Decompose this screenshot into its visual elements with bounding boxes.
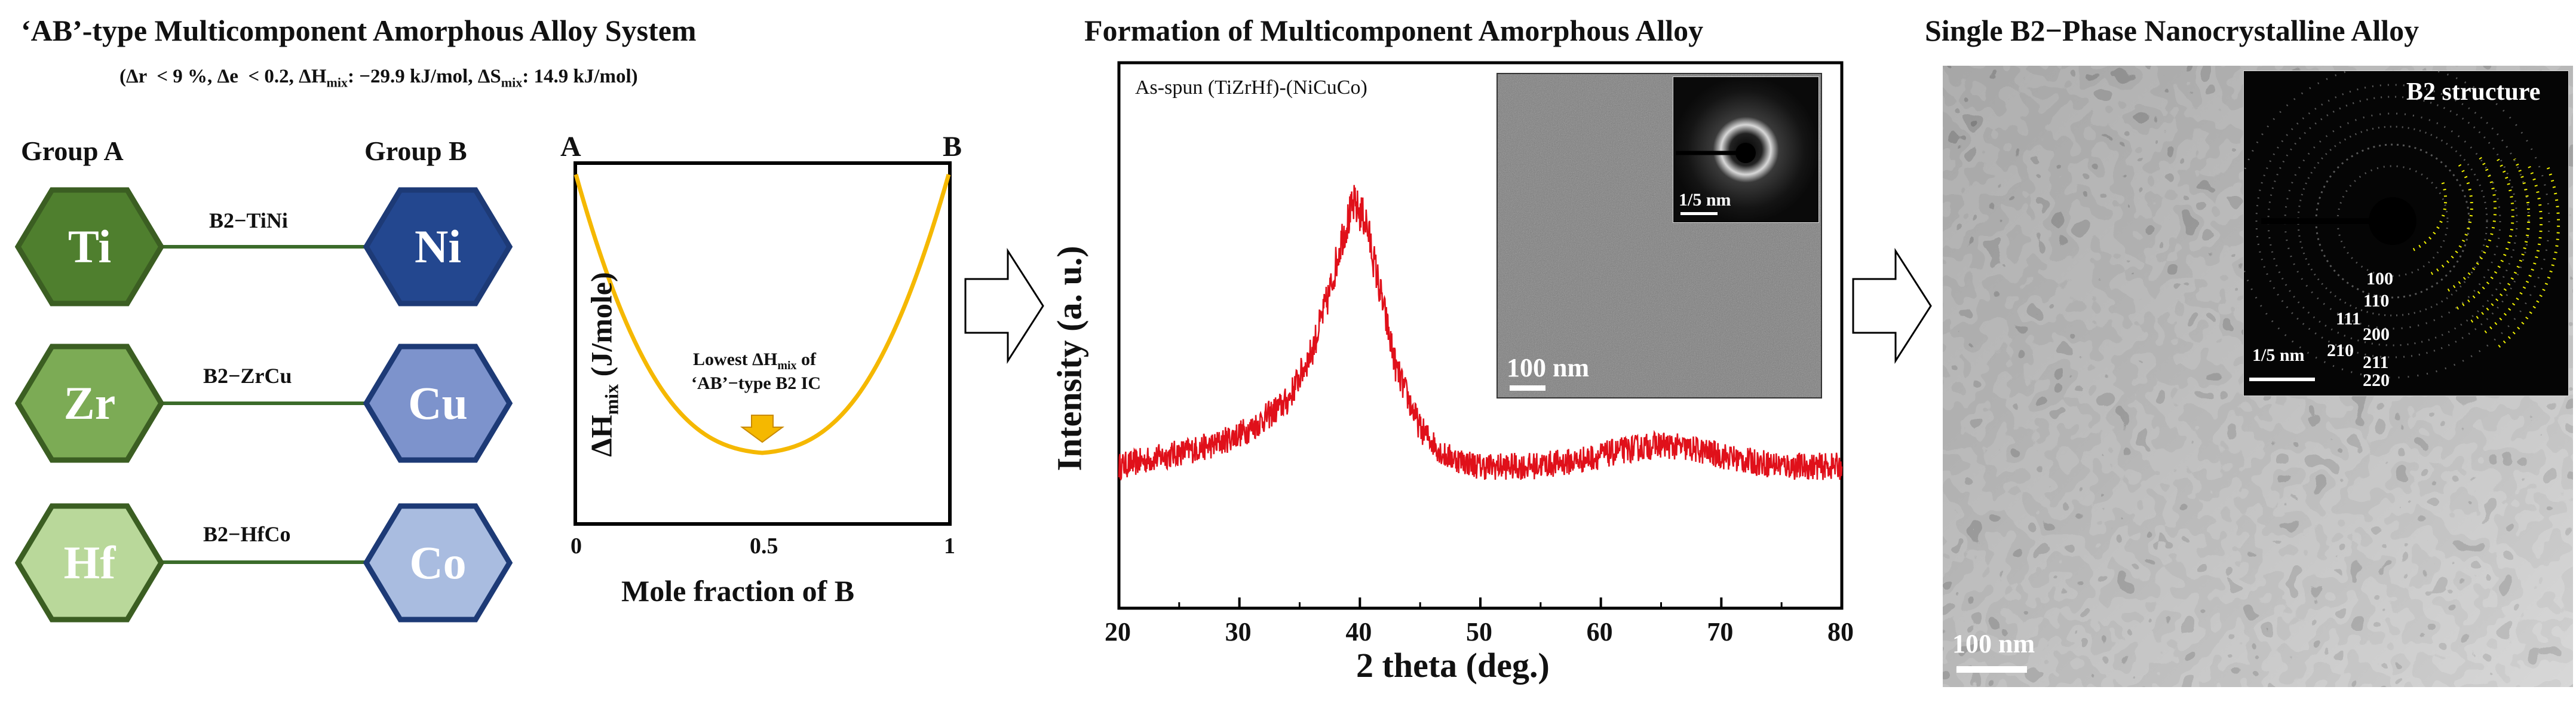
panel1-title: ‘AB’-type Multicomponent Amorphous Alloy… <box>21 14 697 47</box>
panel3-title: Formation of Multicomponent Amorphous Al… <box>1084 14 1704 47</box>
saed-amorphous-scale-label: 1/5 nm <box>1679 190 1731 210</box>
saed-beam-stop <box>1735 143 1756 163</box>
tem-nanocrystalline-scale-label: 100 nm <box>1952 629 2035 658</box>
saed-b2-scale-label: 1/5 nm <box>2252 345 2305 365</box>
xrd-x-tick-label-20: 20 <box>1105 617 1131 646</box>
ring-index-110: 110 <box>2363 291 2390 311</box>
min-annotation-line2: ‘AB’−type B2 IC <box>691 373 821 393</box>
xrd-x-tick-label-30: 30 <box>1225 617 1252 646</box>
saed-b2-title: B2 structure <box>2406 78 2541 106</box>
saed-b2-scale-bar <box>2249 378 2315 381</box>
corner-b-label: B <box>943 131 962 163</box>
tem-nanocrystalline-scale-bar <box>1956 666 2027 673</box>
process-arrow-1 <box>964 247 1044 364</box>
saed-b2-beam-stop <box>2369 197 2416 245</box>
xrd-xlabel: 2 theta (deg.) <box>1356 646 1550 685</box>
enthalpy-xlabel: Mole fraction of B <box>621 574 855 608</box>
xrd-x-tick-label-50: 50 <box>1466 617 1492 646</box>
bond-line-tini <box>161 245 364 249</box>
enthalpy-plot-frame <box>574 161 952 526</box>
bond-label-zrcu: B2−ZrCu <box>203 364 292 388</box>
bond-line-zrcu <box>161 401 364 405</box>
xrd-pattern-line <box>1118 185 1843 481</box>
xrd-x-tick-label-80: 80 <box>1827 617 1854 646</box>
saed-amorphous-scale-bar <box>1680 212 1718 215</box>
bond-line-hfco <box>161 560 364 564</box>
element-ni-symbol: Ni <box>415 220 461 272</box>
enthalpy-plot <box>574 161 952 526</box>
xrd-x-tick-label-60: 60 <box>1586 617 1613 646</box>
xrd-ylabel: Intensity (a. u.) <box>1050 246 1089 471</box>
bond-label-hfco: B2−HfCo <box>203 522 291 546</box>
element-cu-hexagon: Cu <box>363 344 513 463</box>
element-co-symbol: Co <box>409 537 467 588</box>
process-arrow-2 <box>1852 247 1932 364</box>
ring-index-210: 210 <box>2327 341 2354 360</box>
enthalpy-ylabel: ΔHmix (J/mole) <box>584 272 622 457</box>
element-ni-hexagon: Ni <box>363 187 513 306</box>
minimum-arrow <box>740 415 785 443</box>
panel1-subtitle: (Δr < 9 %, Δe < 0.2, ΔHmix: −29.9 kJ/mol… <box>119 66 638 90</box>
group-b-label: Group B <box>364 136 467 166</box>
element-zr-symbol: Zr <box>63 377 116 429</box>
element-cu-symbol: Cu <box>408 377 468 429</box>
saed-amorphous-inset <box>1673 76 1819 223</box>
ring-index-211: 211 <box>2363 352 2389 372</box>
element-co-hexagon: Co <box>363 503 513 623</box>
x-tick-1: 1 <box>944 534 955 559</box>
element-hf-hexagon: Hf <box>15 503 164 623</box>
tem-inset-border <box>1496 73 1822 399</box>
xrd-x-tick-label-70: 70 <box>1707 617 1734 646</box>
element-zr-hexagon: Zr <box>15 344 164 463</box>
x-tick-0-5: 0.5 <box>750 534 778 559</box>
saed-b2-inset <box>2243 70 2569 396</box>
ring-index-100: 100 <box>2366 269 2393 289</box>
min-annotation-line1: Lowest ΔHmix of <box>693 350 817 372</box>
x-tick-0: 0 <box>571 534 582 559</box>
enthalpy-curve <box>574 174 951 455</box>
xrd-legend: As-spun (TiZrHf)-(NiCuCo) <box>1135 76 1367 99</box>
panel4-title: Single B2−Phase Nanocrystalline Alloy <box>1925 14 2419 47</box>
element-ti-hexagon: Ti <box>15 187 164 306</box>
xrd-x-tick-label-40: 40 <box>1345 617 1372 646</box>
bond-label-tini: B2−TiNi <box>209 209 288 232</box>
element-hf-symbol: Hf <box>63 537 116 588</box>
ring-index-111: 111 <box>2336 309 2361 329</box>
corner-a-label: A <box>560 131 581 163</box>
element-ti-symbol: Ti <box>68 220 112 272</box>
ring-index-220: 220 <box>2363 370 2390 390</box>
tem-amorphous-scale-label: 100 nm <box>1507 353 1590 382</box>
tem-amorphous-scale-bar <box>1510 385 1545 391</box>
ring-index-200: 200 <box>2363 324 2390 344</box>
group-a-label: Group A <box>21 136 124 166</box>
